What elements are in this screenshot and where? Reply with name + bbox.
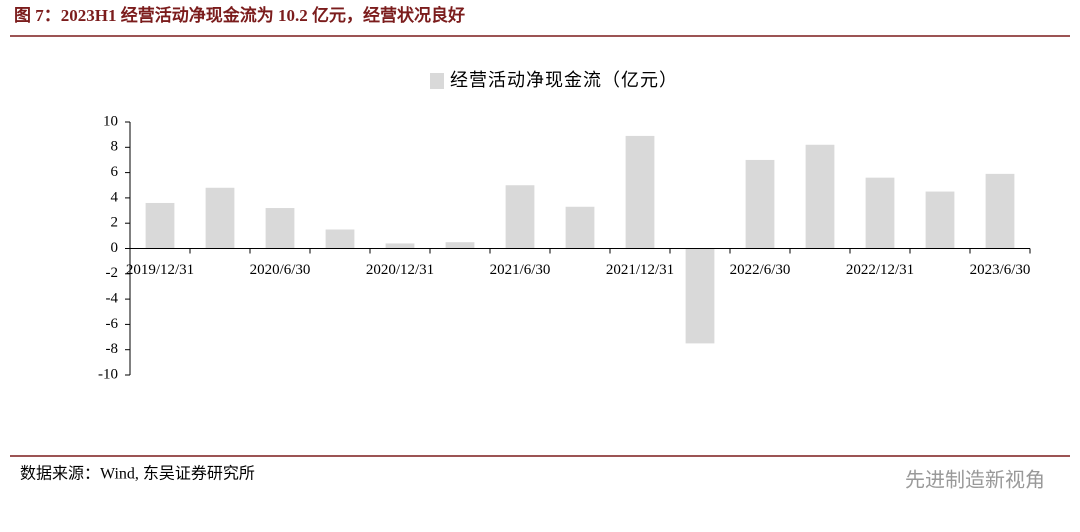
watermark: 先进制造新视角 <box>905 468 1045 492</box>
bar <box>985 173 1015 249</box>
y-tick-label: -8 <box>106 341 119 357</box>
x-tick-label: 2020/12/31 <box>366 262 434 278</box>
y-tick-label: -4 <box>106 291 119 307</box>
x-tick-label: 2021/12/31 <box>606 262 674 278</box>
bar <box>925 191 955 249</box>
bar <box>385 243 415 249</box>
source: 数据来源：Wind, 东吴证券研究所 <box>20 465 255 483</box>
y-tick-label: 0 <box>111 240 119 256</box>
x-tick-label: 2019/12/31 <box>126 262 194 278</box>
x-tick-label: 2022/12/31 <box>846 262 914 278</box>
bar <box>265 208 295 249</box>
bar <box>745 159 775 249</box>
bar <box>325 229 355 249</box>
bar <box>445 242 475 249</box>
x-tick-label: 2021/6/30 <box>490 262 551 278</box>
bar <box>685 248 715 344</box>
bar <box>505 185 535 249</box>
bar <box>565 206 595 249</box>
bar <box>805 144 835 249</box>
y-tick-label: 6 <box>111 164 119 180</box>
bar <box>205 187 235 249</box>
y-tick-label: -10 <box>98 366 118 382</box>
y-tick-label: 10 <box>103 113 118 129</box>
bar <box>145 202 175 249</box>
x-tick-label: 2023/6/30 <box>970 262 1031 278</box>
bar <box>865 177 895 249</box>
bar <box>625 135 655 249</box>
figure-title: 图 7：2023H1 经营活动净现金流为 10.2 亿元，经营状况良好 <box>14 5 465 25</box>
legend-swatch <box>430 73 444 89</box>
y-tick-label: -6 <box>106 316 119 332</box>
legend-label: 经营活动净现金流（亿元） <box>450 70 678 90</box>
y-tick-label: 4 <box>111 189 119 205</box>
y-tick-label: 2 <box>111 215 119 231</box>
x-tick-label: 2020/6/30 <box>250 262 311 278</box>
y-tick-label: -2 <box>106 265 119 281</box>
x-tick-label: 2022/6/30 <box>730 262 791 278</box>
y-tick-label: 8 <box>111 139 119 155</box>
